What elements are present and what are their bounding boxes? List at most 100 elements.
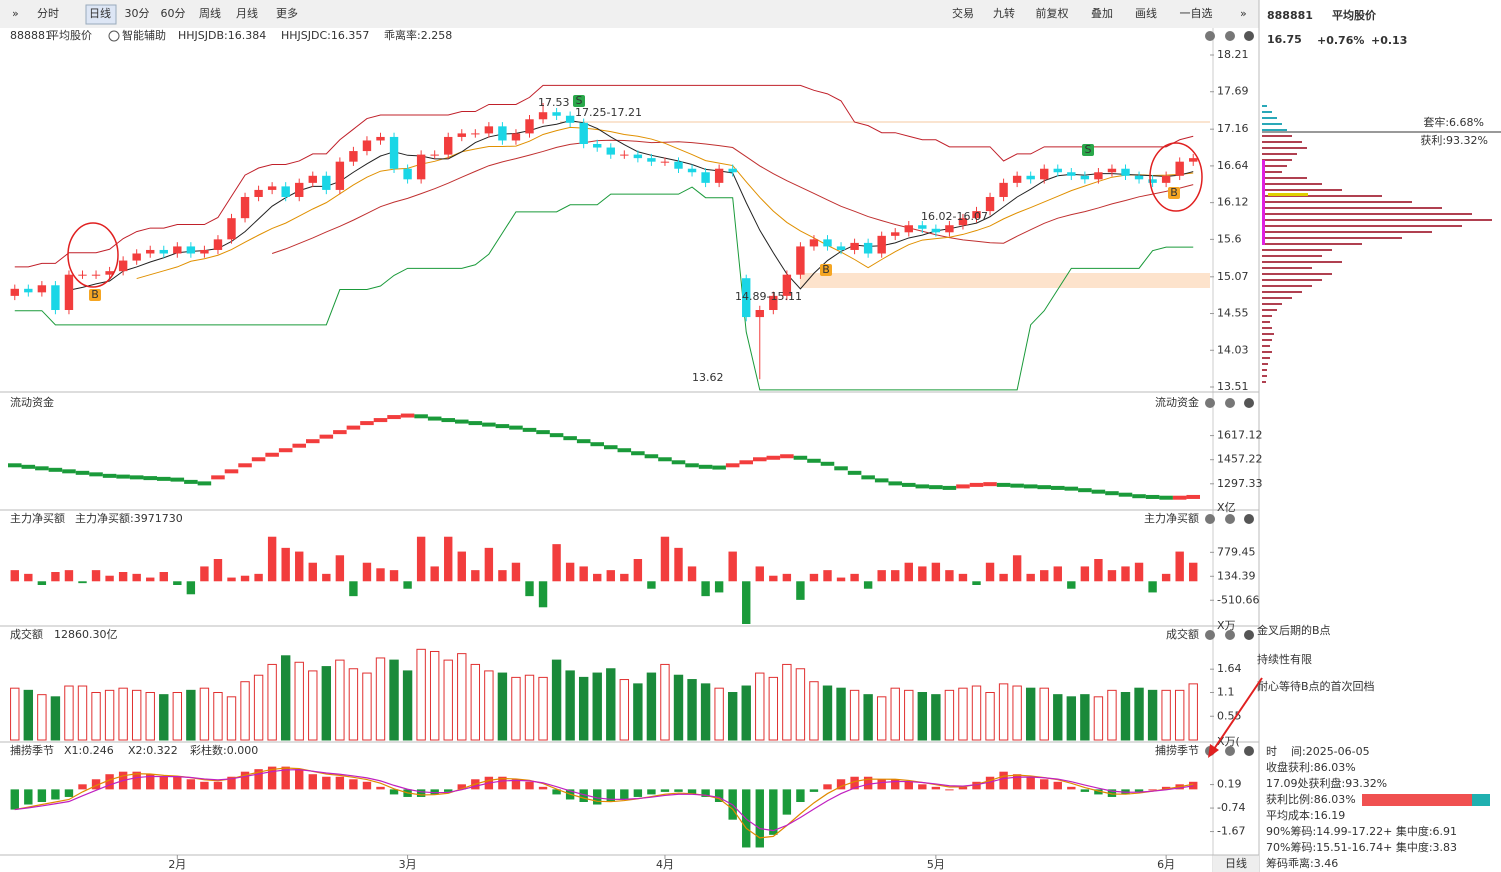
candle-body <box>742 278 751 318</box>
panel-icon[interactable] <box>1225 31 1235 41</box>
bar <box>769 575 778 582</box>
flow-dot <box>129 475 144 480</box>
candle-body <box>200 249 209 254</box>
toolbar-item[interactable]: 交易 <box>952 6 974 20</box>
bar <box>1053 781 1062 790</box>
panel-icon[interactable] <box>1244 746 1254 756</box>
candle-body <box>579 122 588 145</box>
volume-bar <box>1161 689 1171 741</box>
volume-bar <box>1188 683 1198 741</box>
flow-dot <box>1051 485 1065 490</box>
profit-bar <box>1362 794 1472 806</box>
candle-body <box>498 126 507 141</box>
toolbar-item[interactable]: 画线 <box>1135 6 1157 20</box>
panel-icon[interactable] <box>1205 514 1215 524</box>
x-tick-label: 5月 <box>927 858 945 871</box>
expand-icon[interactable]: » <box>1240 7 1247 20</box>
note-arrow <box>1211 677 1263 753</box>
flow-dot <box>671 460 686 465</box>
volume-bar <box>673 674 684 741</box>
flow-dot <box>197 481 212 486</box>
panel-title-right: 流动资金 <box>1155 395 1199 409</box>
volume-bar <box>348 668 359 741</box>
bar <box>1107 570 1117 582</box>
panel-icon[interactable] <box>1225 746 1235 756</box>
bar <box>227 577 236 582</box>
assist-icon[interactable] <box>108 30 120 42</box>
panel-icon[interactable] <box>1225 630 1235 640</box>
toolbar-item[interactable]: 前复权 <box>1036 6 1069 20</box>
panel-icon[interactable] <box>1225 398 1235 408</box>
bar <box>985 562 995 582</box>
bar <box>728 551 737 582</box>
bar <box>850 776 859 790</box>
bar <box>362 562 372 582</box>
signal-badge <box>820 264 832 276</box>
flow-dot <box>766 455 781 460</box>
chart-subtitle: 平均股价 <box>48 29 92 42</box>
panel-icon[interactable] <box>1244 398 1254 408</box>
toolbar-item[interactable]: 60分 <box>161 7 186 20</box>
bar <box>173 776 182 790</box>
bar <box>416 536 426 582</box>
candle-body <box>335 161 345 190</box>
volume-bar <box>768 676 779 741</box>
volume-bar <box>457 653 467 741</box>
bar <box>579 566 588 582</box>
flow-dot <box>631 451 645 456</box>
toolbar-item[interactable]: 九转 <box>993 6 1015 20</box>
toolbar-item[interactable]: 分时 <box>37 7 59 20</box>
volume-bar <box>863 694 873 741</box>
flow-dot <box>116 474 130 479</box>
toolbar-item[interactable]: 一自选 <box>1180 7 1213 20</box>
flow-dot <box>75 470 90 475</box>
flow-dot <box>21 464 36 469</box>
bar <box>24 573 33 582</box>
toolbar-item[interactable]: 月线 <box>236 6 258 20</box>
bar <box>213 781 223 790</box>
panel-icon[interactable] <box>1244 630 1254 640</box>
flow-dot <box>807 458 821 463</box>
candle-body <box>836 246 846 250</box>
signal-label: B <box>822 263 830 276</box>
panel-icon[interactable] <box>1205 31 1215 41</box>
volume-bar <box>335 659 345 741</box>
panel-icon[interactable] <box>1244 31 1254 41</box>
panel-icon[interactable] <box>1205 398 1215 408</box>
legend-item: X2:0.322 <box>128 744 178 757</box>
bar <box>1040 779 1049 790</box>
bar <box>200 566 209 582</box>
bar <box>891 570 900 582</box>
toolbar-item[interactable]: 叠加 <box>1091 7 1113 20</box>
panel-icon[interactable] <box>1205 630 1215 640</box>
info-price: 16.75 <box>1267 33 1302 46</box>
period-label[interactable]: 日线 <box>1225 856 1247 870</box>
collapse-icon[interactable]: » <box>12 7 19 20</box>
toolbar-item[interactable]: 更多 <box>276 6 298 20</box>
panel-icon[interactable] <box>1244 514 1254 524</box>
flow-dot <box>509 425 523 430</box>
axis-unit: X万 <box>1217 619 1236 632</box>
candle-body <box>132 253 141 261</box>
flow-dot <box>211 475 225 480</box>
candle-body <box>1053 168 1062 173</box>
flow-dot <box>35 466 49 471</box>
volume-bar <box>294 661 304 741</box>
candle-body <box>105 271 114 275</box>
panel-icon[interactable] <box>1225 514 1235 524</box>
volume-bar <box>741 685 751 741</box>
toolbar-item[interactable]: 周线 <box>199 6 221 20</box>
bar <box>863 776 873 790</box>
bar <box>809 573 819 582</box>
bar <box>457 551 466 582</box>
volume-bar <box>402 670 413 741</box>
volume-bar <box>958 687 968 741</box>
toolbar-item[interactable]: 日线 <box>89 6 111 20</box>
flow-dot <box>1037 485 1051 490</box>
bar <box>37 789 47 802</box>
toolbar-item[interactable]: 30分 <box>125 7 150 20</box>
candle-body <box>1148 179 1157 183</box>
candle-body <box>1189 158 1198 162</box>
candle-body <box>660 161 670 163</box>
bar <box>511 779 521 790</box>
